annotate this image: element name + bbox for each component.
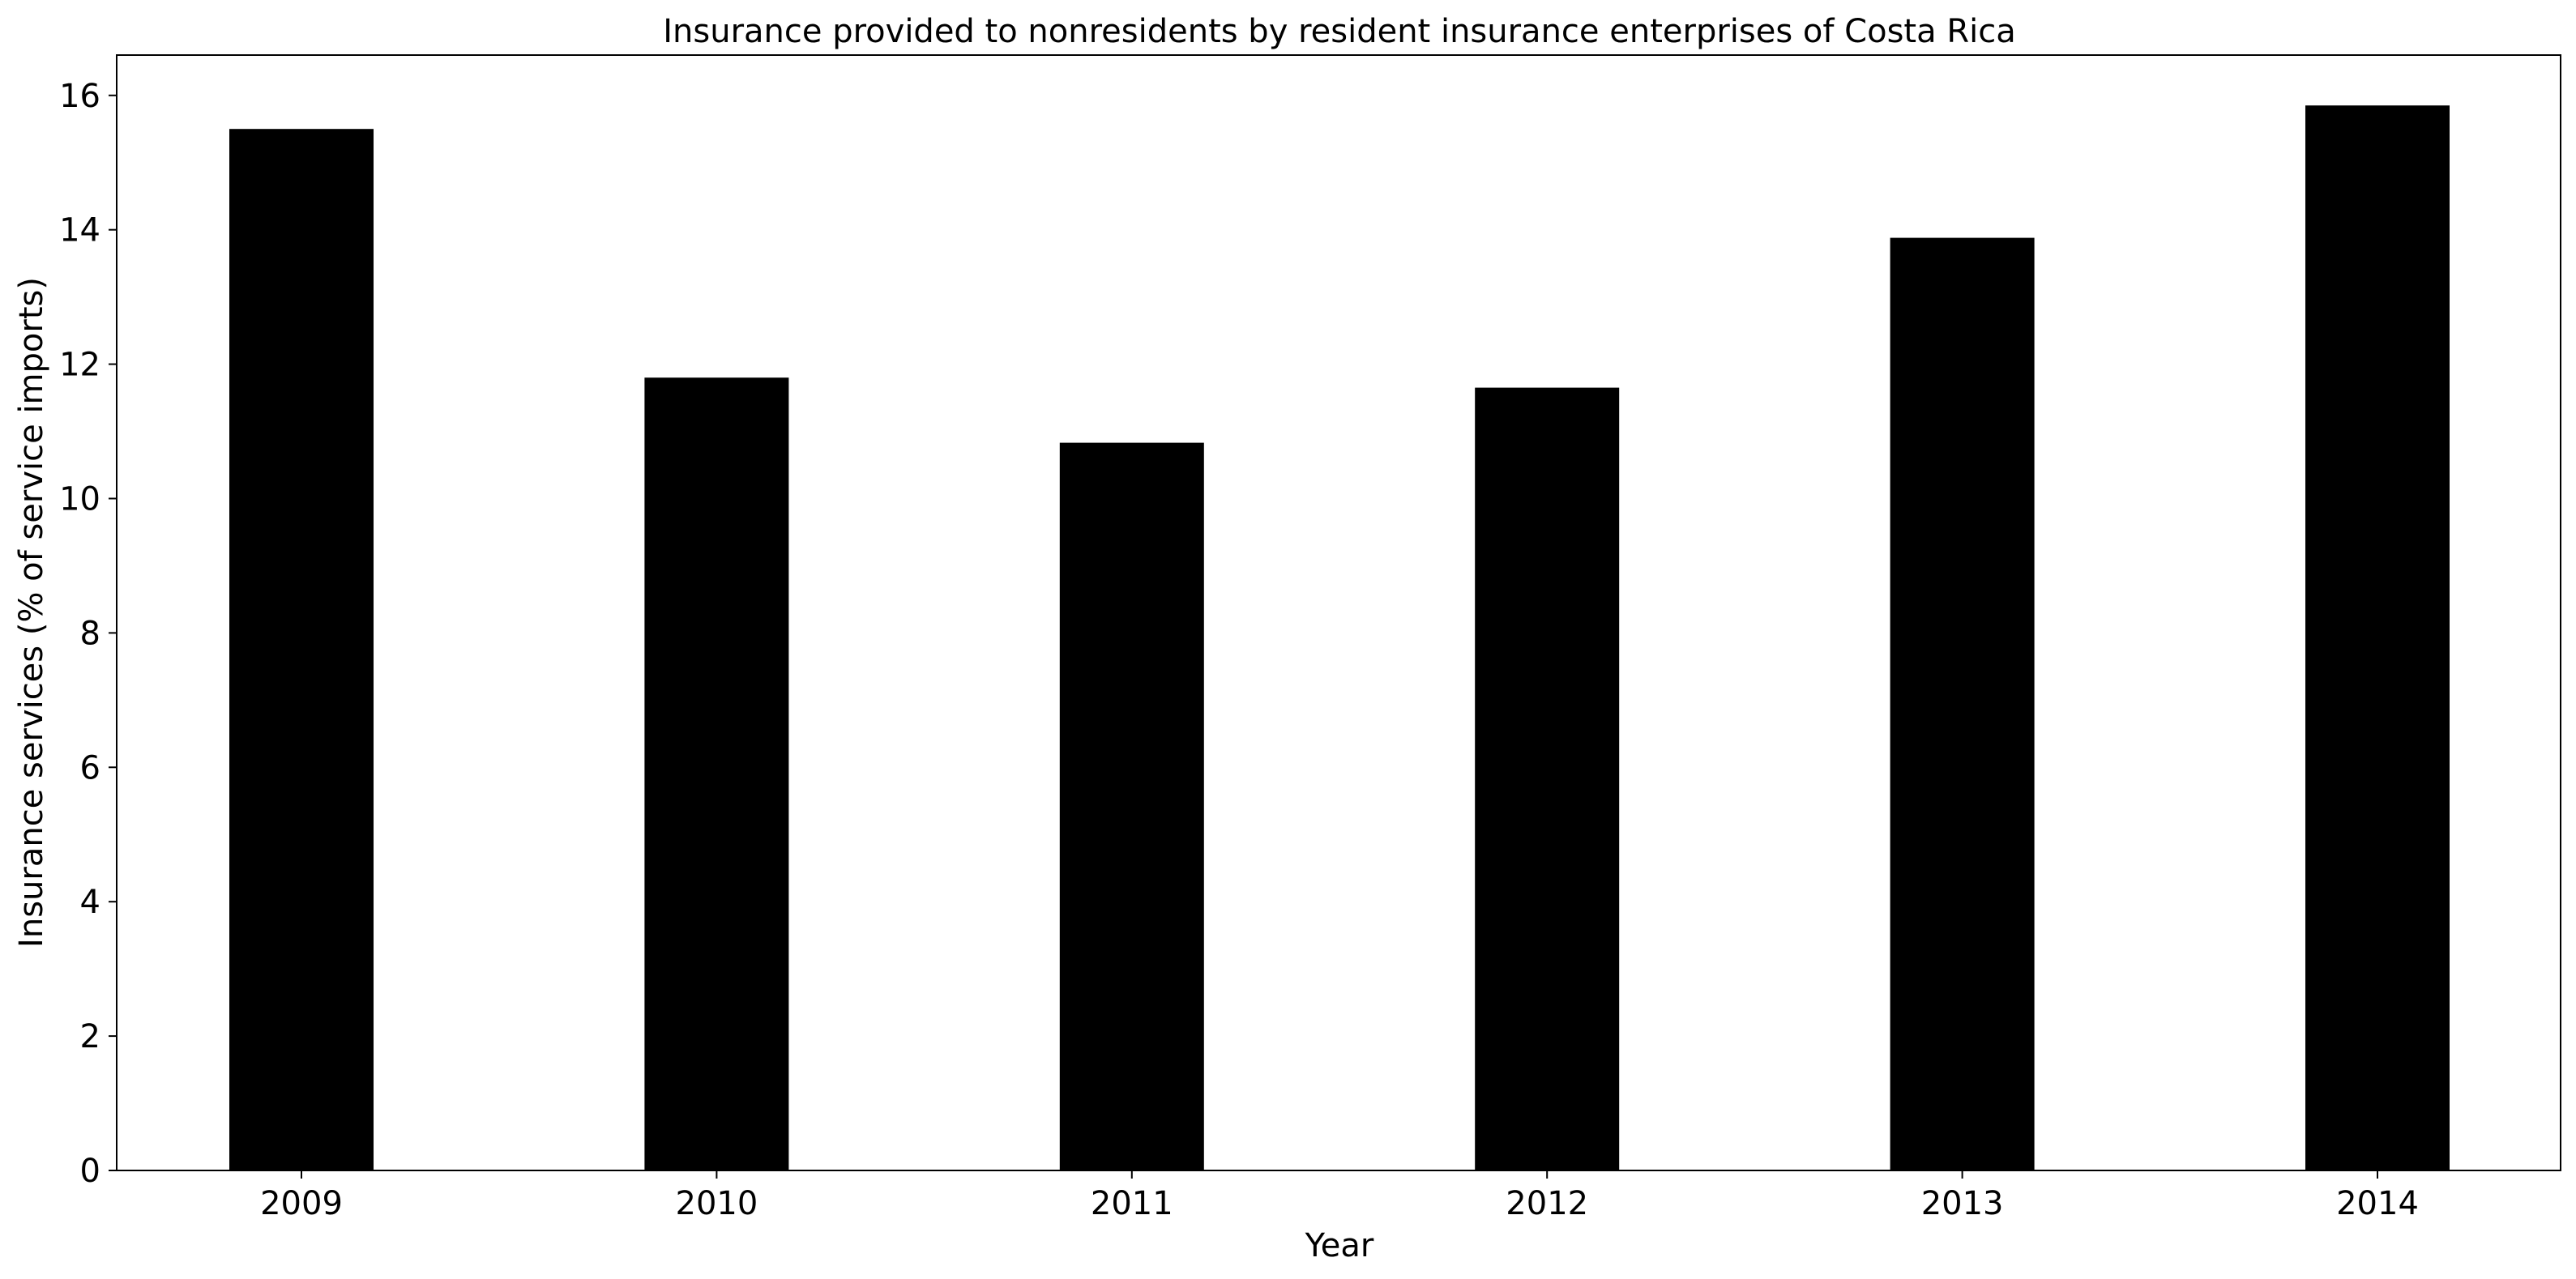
y-tick-label: 8 xyxy=(80,615,100,652)
bar-2013 xyxy=(1890,237,2035,1171)
y-tick-label: 14 xyxy=(59,212,100,249)
y-tick-label: 0 xyxy=(80,1153,100,1190)
x-axis-label: Year xyxy=(1305,1227,1374,1264)
y-axis-ticks: 0 2 4 6 8 10 12 14 16 xyxy=(59,78,117,1190)
y-tick-label: 16 xyxy=(59,78,100,115)
bar-2009 xyxy=(229,129,374,1171)
y-tick-label: 10 xyxy=(59,480,100,518)
plot-frame xyxy=(116,54,2561,1171)
chart-title: Insurance provided to nonresidents by re… xyxy=(663,13,2015,50)
y-tick-label: 4 xyxy=(80,884,100,921)
bar-2011 xyxy=(1059,442,1204,1170)
bars-layer xyxy=(229,105,2450,1171)
x-tick-label: 2010 xyxy=(676,1185,758,1222)
x-tick-label: 2011 xyxy=(1091,1185,1173,1222)
y-axis-label: Insurance services (% of service imports… xyxy=(13,277,50,948)
x-tick-label: 2009 xyxy=(260,1185,343,1222)
bar-2010 xyxy=(644,377,789,1170)
bar-2012 xyxy=(1475,387,1620,1171)
y-tick-label: 2 xyxy=(80,1018,100,1055)
x-tick-label: 2014 xyxy=(2336,1185,2419,1222)
x-tick-label: 2013 xyxy=(1921,1185,2004,1222)
bar-2014 xyxy=(2305,105,2450,1171)
y-tick-label: 6 xyxy=(80,749,100,787)
x-tick-label: 2012 xyxy=(1506,1185,1588,1222)
x-axis-ticks: 2009 2010 2011 2012 2013 2014 xyxy=(260,1170,2419,1222)
y-tick-label: 12 xyxy=(59,347,100,384)
